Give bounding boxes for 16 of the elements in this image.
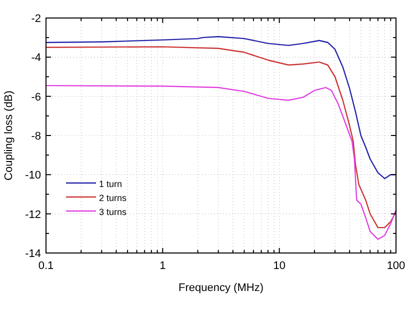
y-tick-label: -2 [31,13,41,25]
x-tick-label: 1 [160,260,166,272]
x-tick-label: 0.1 [38,260,54,272]
legend-label: 1 turn [99,179,122,189]
x-tick-label: 10 [273,260,286,272]
legend-label: 3 turns [99,207,128,217]
x-tick-label: 100 [386,260,406,272]
y-tick-label: -10 [25,170,41,182]
y-tick-label: -14 [25,248,41,260]
x-axis-title: Frequency (MHz) [178,282,264,294]
y-tick-label: -12 [25,208,41,221]
y-tick-label: -8 [31,130,41,142]
y-tick-label: -4 [31,52,41,64]
legend-label: 2 turns [99,193,128,203]
y-axis-title: Coupling loss (dB) [3,90,15,180]
y-tick-label: -6 [31,91,41,104]
